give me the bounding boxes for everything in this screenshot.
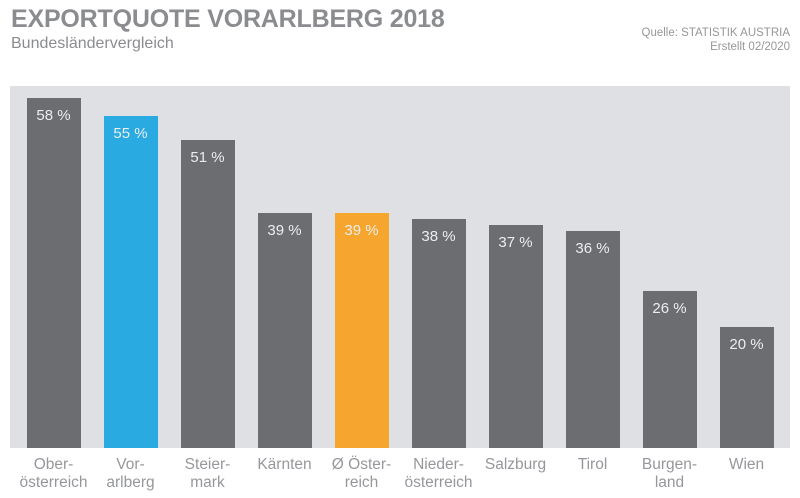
bar-value-label-tirol: 36 % bbox=[575, 239, 610, 257]
bar-slot-tirol: 36 % bbox=[554, 86, 631, 448]
axis-label-oesterreich-avg: Ø Öster-reich bbox=[331, 456, 392, 491]
bar-slot-kaernten: 39 % bbox=[246, 86, 323, 448]
axis-label-kaernten: Kärnten bbox=[257, 456, 312, 473]
bar-value-label-salzburg: 37 % bbox=[498, 233, 533, 251]
bar-steiermark: 51 % bbox=[180, 140, 235, 448]
bar-slot-steiermark: 51 % bbox=[169, 86, 246, 448]
axis-label-niederoesterreich: Nieder-österreich bbox=[404, 456, 473, 491]
source-note: Quelle: STATISTIK AUSTRIA Erstellt 02/20… bbox=[642, 26, 790, 54]
axis-label-oberoesterreich: Ober-österreich bbox=[19, 456, 88, 491]
bar-vorarlberg: 55 % bbox=[103, 116, 158, 448]
bar-value-label-niederoesterreich: 38 % bbox=[421, 227, 456, 245]
bar-niederoesterreich: 38 % bbox=[411, 218, 466, 448]
bar-wien: 20 % bbox=[719, 327, 774, 448]
created-line: Erstellt 02/2020 bbox=[710, 41, 790, 53]
bar-value-label-wien: 20 % bbox=[729, 336, 764, 354]
x-axis-labels: Ober-österreich Vor-arlberg Steier-mark Kär… bbox=[10, 456, 790, 491]
bar-oberoesterreich: 58 % bbox=[26, 98, 81, 448]
bar-slot-burgenland: 26 % bbox=[631, 86, 708, 448]
bar-tirol: 36 % bbox=[565, 230, 620, 448]
bar-oesterreich-avg: 39 % bbox=[334, 212, 389, 448]
bar-value-label-oberoesterreich: 58 % bbox=[36, 107, 71, 125]
bar-value-label-burgenland: 26 % bbox=[652, 300, 687, 318]
page-title: EXPORTQUOTE VORARLBERG 2018 bbox=[11, 5, 445, 33]
source-line: Quelle: STATISTIK AUSTRIA bbox=[641, 27, 790, 39]
axis-label-salzburg: Salzburg bbox=[484, 456, 547, 473]
bar-slot-wien: 20 % bbox=[708, 86, 785, 448]
bar-chart-plot-area: 58 % 55 % 51 % 39 % 39 % 38 % 37 % 36 % 26 % 20 % bbox=[10, 86, 790, 448]
axis-label-steiermark: Steier-mark bbox=[184, 456, 231, 491]
axis-label-burgenland: Burgen-land bbox=[641, 456, 698, 491]
page-subtitle: Bundesländervergleich bbox=[11, 35, 174, 52]
bar-slot-vorarlberg: 55 % bbox=[92, 86, 169, 448]
bar-kaernten: 39 % bbox=[257, 212, 312, 448]
bar-burgenland: 26 % bbox=[642, 291, 697, 448]
bar-slot-salzburg: 37 % bbox=[477, 86, 554, 448]
bar-value-label-oesterreich-avg: 39 % bbox=[344, 221, 379, 239]
axis-label-vorarlberg: Vor-arlberg bbox=[106, 456, 155, 491]
bar-slot-oberoesterreich: 58 % bbox=[15, 86, 92, 448]
bar-slot-oesterreich-avg: 39 % bbox=[323, 86, 400, 448]
bar-value-label-vorarlberg: 55 % bbox=[113, 125, 148, 143]
bar-value-label-steiermark: 51 % bbox=[190, 149, 225, 167]
axis-label-wien: Wien bbox=[728, 456, 765, 473]
bar-value-label-kaernten: 39 % bbox=[267, 221, 302, 239]
bar-slot-niederoesterreich: 38 % bbox=[400, 86, 477, 448]
bar-salzburg: 37 % bbox=[488, 224, 543, 448]
axis-label-tirol: Tirol bbox=[577, 456, 608, 473]
